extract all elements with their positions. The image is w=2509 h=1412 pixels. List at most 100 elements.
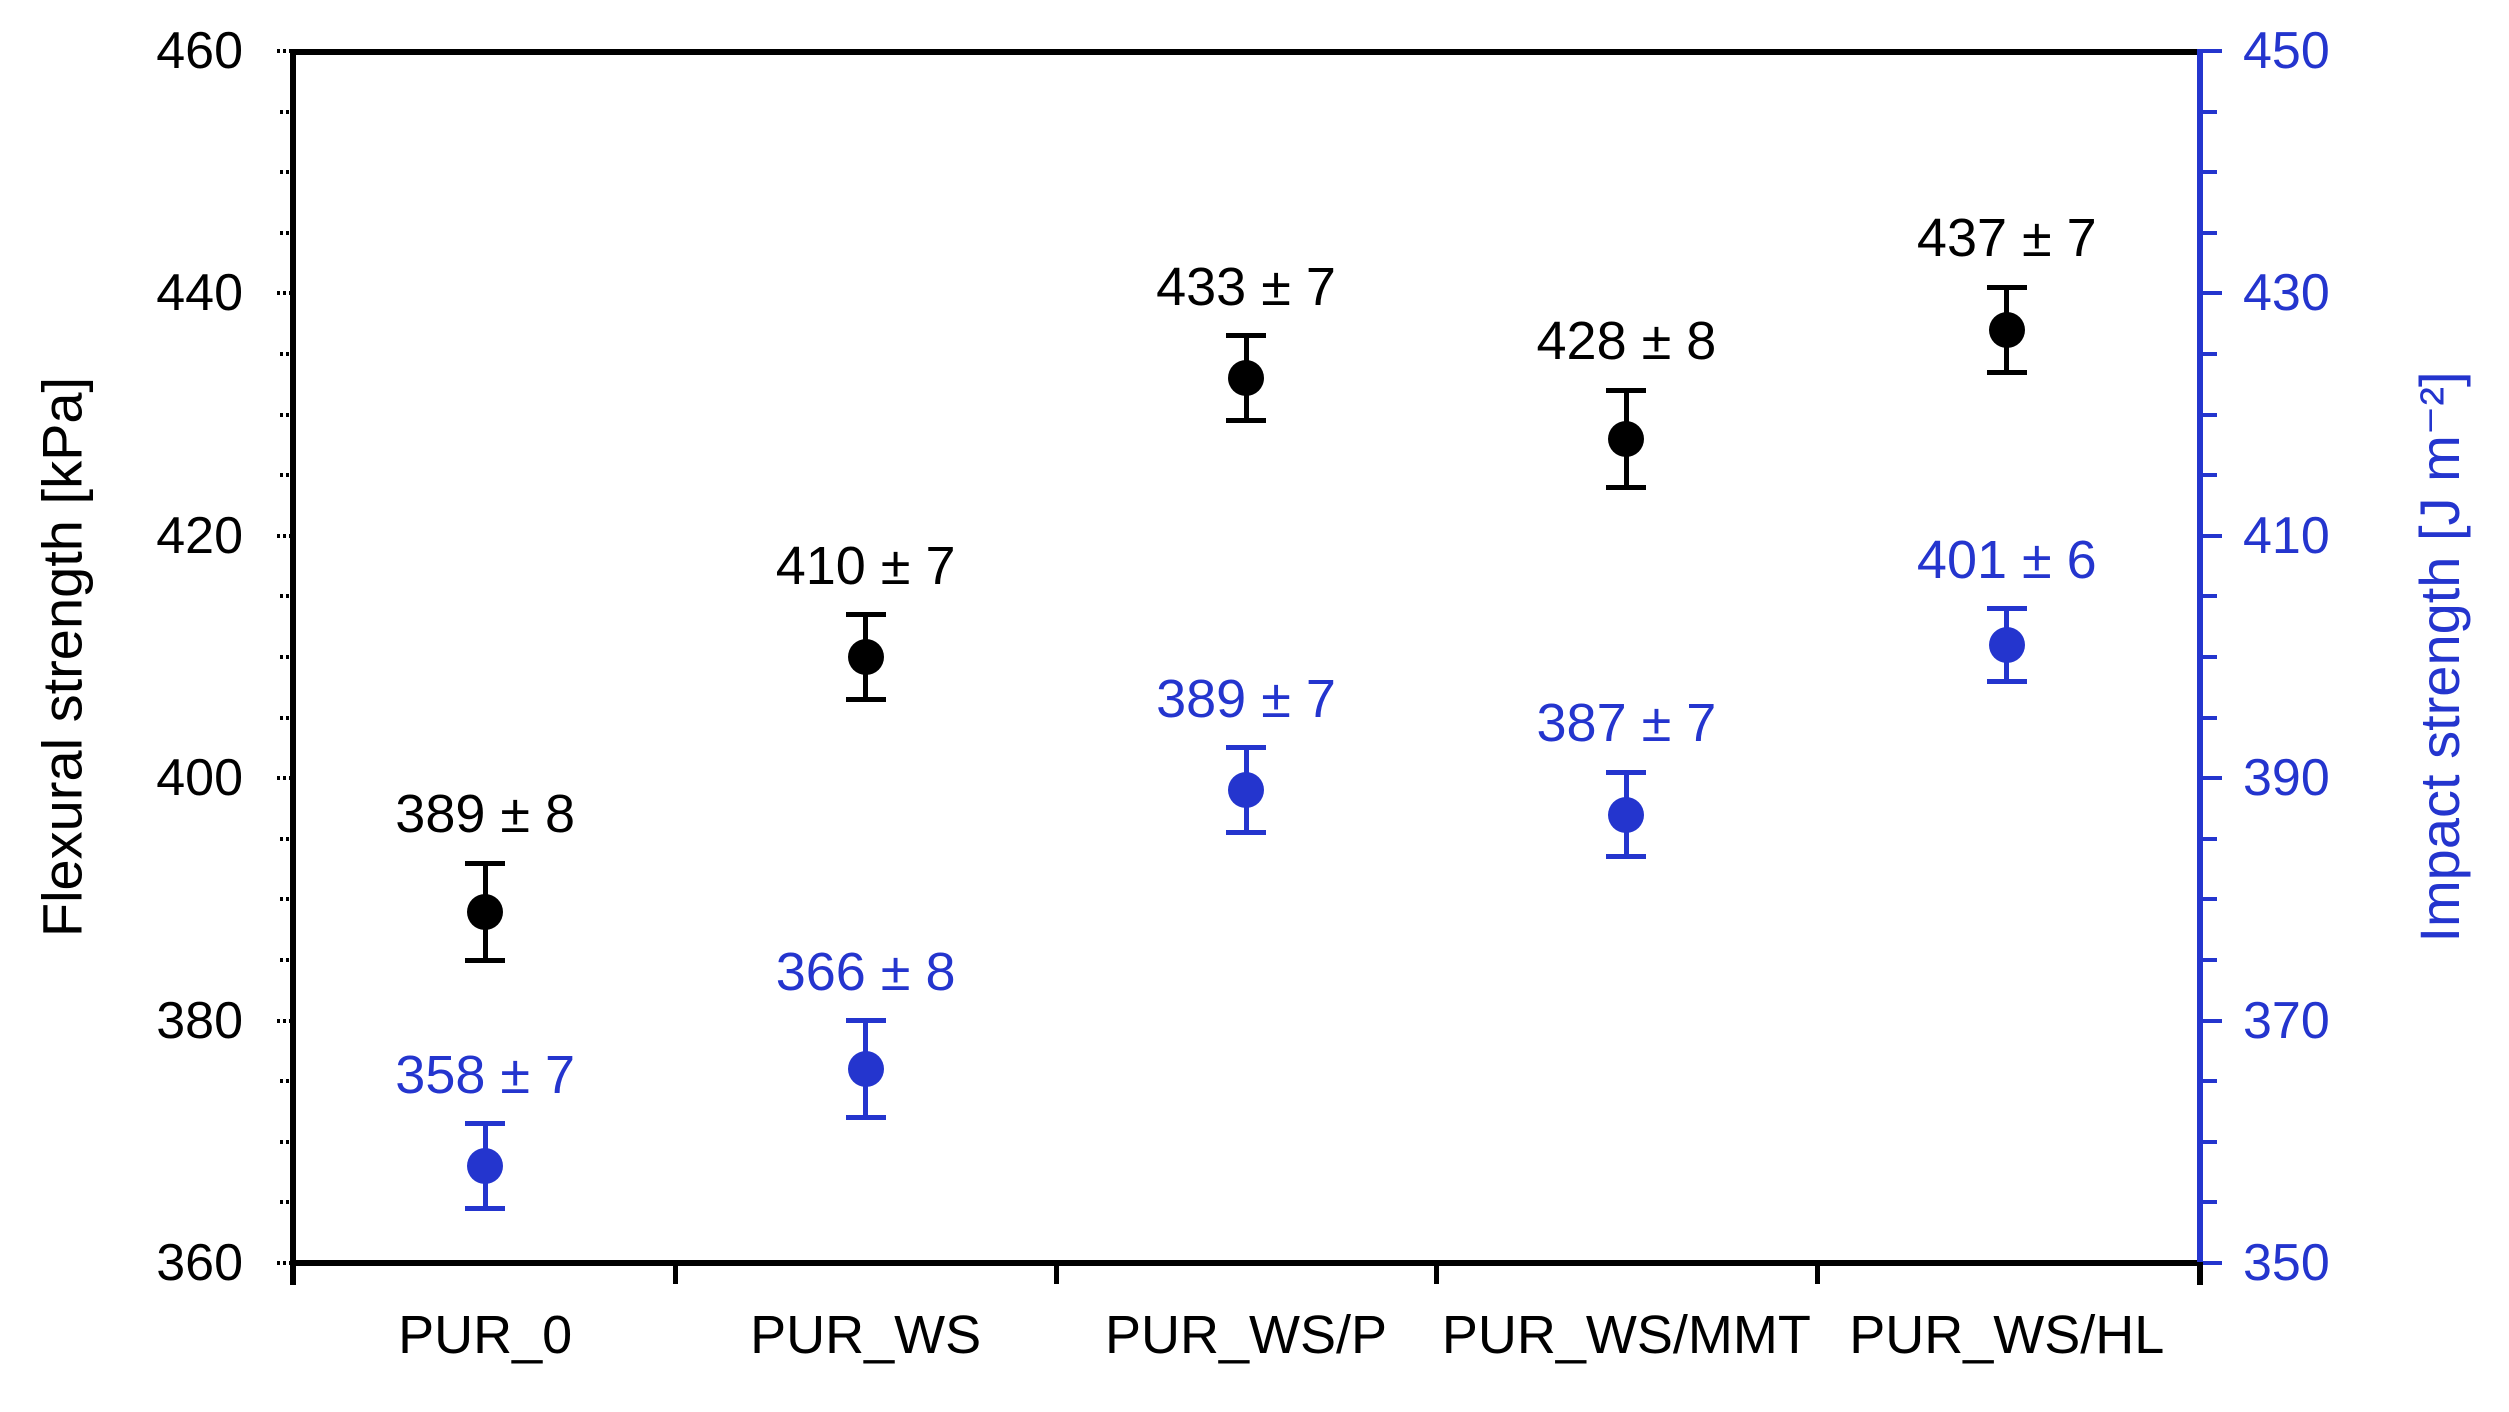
y-axis-left-minor-tick	[280, 1200, 293, 1205]
y-axis-right-minor-tick	[2203, 655, 2217, 659]
data-point-label: 437 ± 7	[1916, 208, 2097, 269]
data-point-label: 389 ± 7	[1156, 668, 1336, 729]
y-axis-left-major-tick	[277, 49, 293, 53]
y-axis-left-major-tick	[277, 291, 293, 296]
data-point-marker	[1988, 311, 2025, 348]
category-label: PUR_WS/P	[1104, 1305, 1388, 1365]
y-axis-left-minor-tick	[280, 473, 293, 478]
y-axis-left-tick-label: 380	[156, 991, 243, 1050]
y-axis-left-tick-label: 460	[156, 22, 243, 80]
error-bar-cap-bottom	[845, 696, 886, 702]
data-point-marker	[467, 1148, 504, 1185]
y-axis-left-minor-tick	[280, 594, 293, 599]
y-axis-left-tick-label: 440	[156, 264, 243, 323]
y-axis-right-minor-tick	[2203, 958, 2217, 962]
error-bar-cap-top	[465, 860, 506, 866]
y-axis-left-minor-tick	[280, 170, 293, 175]
data-point-marker	[1608, 420, 1645, 457]
y-axis-line-right	[2197, 49, 2203, 1266]
y-axis-left-major-tick	[277, 533, 293, 538]
y-axis-right-major-tick	[2203, 49, 2222, 53]
y-axis-right-minor-tick	[2203, 230, 2217, 235]
y-axis-right-tick-label: 450	[2243, 22, 2330, 80]
data-point-marker	[847, 639, 884, 675]
error-bar-cap-bottom	[1606, 484, 1647, 490]
y-axis-left-minor-tick	[280, 1079, 293, 1084]
error-bar-cap-top	[465, 1121, 506, 1127]
data-point-label: 389 ± 8	[395, 784, 576, 845]
y-axis-left-minor-tick	[280, 836, 293, 841]
plot-border-top	[290, 49, 2203, 55]
y-axis-right-tick-label: 430	[2243, 264, 2330, 323]
y-axis-line-left	[290, 49, 296, 1285]
y-axis-left-minor-tick	[280, 352, 293, 356]
error-bar-cap-bottom	[1986, 369, 2027, 375]
y-axis-left-tick-label: 360	[156, 1234, 243, 1292]
y-axis-right-tick-label: 370	[2243, 991, 2330, 1050]
y-axis-right-minor-tick	[2203, 412, 2217, 417]
error-bar-cap-top	[1606, 769, 1647, 775]
error-bar-cap-bottom	[1226, 830, 1266, 836]
error-bar-cap-bottom	[1606, 854, 1647, 860]
y-axis-left-tick-label: 420	[156, 506, 243, 565]
data-point-label: 428 ± 8	[1536, 311, 1717, 372]
x-axis-tick	[1053, 1262, 1059, 1284]
y-axis-left-minor-tick	[280, 109, 293, 114]
y-axis-right-major-tick	[2203, 533, 2222, 538]
data-point-label: 358 ± 7	[395, 1044, 576, 1105]
y-axis-left-minor-tick	[280, 897, 293, 902]
error-bar-cap-top	[1226, 333, 1266, 339]
data-point-marker	[1228, 360, 1264, 397]
category-label: PUR_WS/MMT	[1441, 1305, 1811, 1365]
data-point-label: 433 ± 7	[1156, 256, 1336, 317]
x-axis-tick	[673, 1262, 679, 1284]
y-axis-right-major-tick	[2203, 1018, 2222, 1023]
right-axis-title: Impact strength [J m⁻²]	[2408, 371, 2471, 943]
error-bar-cap-top	[845, 612, 886, 618]
error-bar-cap-top	[1986, 606, 2027, 612]
error-bar-cap-top	[1606, 387, 1647, 393]
data-point-marker	[1608, 796, 1645, 833]
y-axis-right-minor-tick	[2203, 836, 2217, 841]
y-axis-left-major-tick	[277, 1261, 293, 1265]
data-point-label: 401 ± 6	[1916, 529, 2097, 590]
y-axis-right-minor-tick	[2203, 109, 2217, 114]
data-point-label: 366 ± 8	[775, 941, 956, 1002]
y-axis-right-major-tick	[2203, 776, 2222, 781]
category-label: PUR_0	[398, 1305, 573, 1365]
error-bar-cap-bottom	[1226, 418, 1266, 424]
y-axis-left-tick-label: 400	[156, 749, 243, 808]
x-axis-line-bottom	[290, 1260, 2203, 1266]
error-bar-cap-bottom	[1986, 678, 2027, 684]
y-axis-left-major-tick	[277, 1018, 293, 1023]
category-label: PUR_WS/HL	[1849, 1305, 2165, 1365]
y-axis-right-minor-tick	[2203, 715, 2217, 720]
left-axis-title: Flexural strength [kPa]	[30, 376, 94, 938]
y-axis-right-tick-label: 390	[2243, 749, 2330, 808]
error-bar-cap-bottom	[845, 1115, 886, 1121]
y-axis-right-minor-tick	[2203, 1079, 2217, 1084]
x-axis-corner-tick-right	[2197, 1262, 2203, 1285]
data-point-marker	[847, 1051, 884, 1088]
data-point-marker	[1988, 626, 2025, 663]
y-axis-right-tick-label: 410	[2243, 506, 2330, 565]
y-axis-left-major-tick	[277, 776, 293, 781]
data-point-marker	[467, 893, 504, 930]
y-axis-left-minor-tick	[280, 412, 293, 417]
y-axis-right-minor-tick	[2203, 473, 2217, 478]
y-axis-right-major-tick	[2203, 291, 2222, 296]
data-point-label: 387 ± 7	[1536, 693, 1717, 754]
y-axis-right-minor-tick	[2203, 897, 2217, 902]
y-axis-left-minor-tick	[280, 958, 293, 962]
y-axis-right-minor-tick	[2203, 594, 2217, 599]
y-axis-right-tick-label: 350	[2243, 1234, 2330, 1292]
y-axis-right-minor-tick	[2203, 170, 2217, 175]
error-bar-cap-bottom	[465, 1205, 506, 1211]
y-axis-right-minor-tick	[2203, 352, 2217, 356]
x-axis-tick	[1814, 1262, 1820, 1284]
y-axis-left-minor-tick	[280, 715, 293, 720]
error-bar-cap-top	[1226, 745, 1266, 751]
y-axis-left-minor-tick	[280, 655, 293, 659]
error-bar-cap-bottom	[465, 957, 506, 963]
